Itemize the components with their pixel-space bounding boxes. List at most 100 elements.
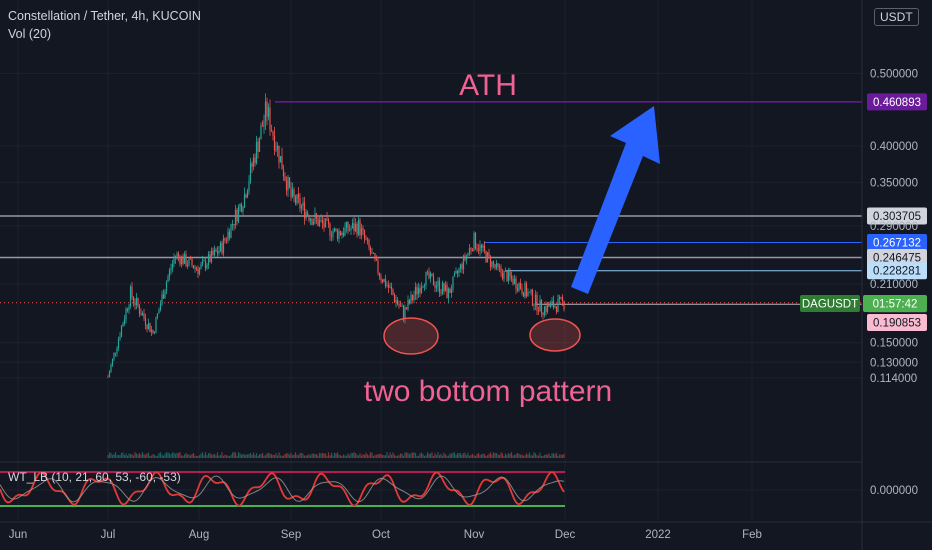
candle-body	[539, 299, 541, 312]
volume-bar	[335, 453, 337, 458]
candle-body	[321, 219, 324, 224]
volume-bar	[315, 453, 318, 458]
volume-bar	[204, 452, 207, 458]
candle-body	[380, 276, 382, 281]
volume-bar	[345, 455, 348, 458]
volume-bar	[537, 455, 540, 458]
volume-bar	[177, 453, 180, 458]
countdown-label: 01:57:42	[873, 299, 918, 311]
candle-body	[183, 254, 186, 264]
candle-body	[411, 294, 414, 301]
candle-body	[170, 268, 172, 271]
candle-body	[188, 258, 190, 266]
candle-body	[128, 306, 130, 311]
volume-bar	[263, 455, 265, 458]
volume-bar	[362, 454, 364, 458]
candle-body	[506, 271, 508, 282]
candle-body	[212, 250, 214, 256]
candle-body	[477, 249, 480, 251]
candle-body	[410, 294, 412, 304]
volume-bar	[203, 455, 205, 458]
candle-body	[375, 259, 378, 261]
volume-bar	[404, 452, 406, 458]
y-tick-label: 0.130000	[870, 357, 918, 369]
candle-body	[320, 219, 322, 221]
candle-body	[210, 250, 213, 263]
candle-body	[345, 221, 348, 228]
candle-body	[162, 294, 165, 299]
volume-bar	[510, 452, 513, 458]
candle-body	[312, 221, 315, 225]
candle-body	[161, 294, 163, 305]
volume-bar	[306, 455, 309, 458]
candle-body	[278, 145, 280, 163]
volume-bar	[288, 454, 291, 458]
candle-body	[509, 271, 511, 277]
candle-body	[402, 306, 405, 319]
volume-bar	[195, 455, 198, 458]
candle-body	[492, 261, 495, 265]
candle-body	[182, 256, 184, 264]
volume-bar	[440, 453, 442, 458]
x-tick-label: Nov	[464, 529, 485, 541]
volume-bar	[200, 453, 202, 458]
volume-bar	[425, 455, 427, 458]
volume-bar	[483, 453, 486, 458]
candle-body	[180, 256, 183, 265]
candle-body	[503, 271, 505, 279]
volume-bar	[210, 454, 213, 458]
candle-body	[245, 194, 247, 198]
candle-body	[510, 276, 513, 279]
volume-bar	[198, 455, 201, 458]
volume-bar	[327, 452, 330, 458]
volume-bar	[300, 452, 303, 458]
volume-bar	[168, 453, 171, 458]
volume-bar	[360, 455, 363, 458]
volume-bar	[251, 454, 253, 458]
volume-bar	[518, 453, 520, 458]
volume-bar	[155, 455, 157, 458]
candle-body	[489, 256, 492, 267]
candle-body	[362, 228, 364, 231]
volume-bar	[560, 454, 562, 458]
candle-body	[191, 258, 193, 266]
volume-bar	[476, 453, 478, 458]
volume-bar	[426, 452, 429, 458]
currency-button[interactable]: USDT	[874, 8, 919, 26]
volume-bar	[488, 453, 490, 458]
volume-bar	[543, 454, 546, 458]
volume-bar	[302, 453, 304, 458]
volume-bar	[138, 453, 141, 458]
candle-body	[480, 245, 483, 248]
volume-bar	[551, 453, 553, 458]
candle-body	[521, 288, 523, 293]
candle-body	[276, 145, 279, 150]
candle-body	[240, 204, 243, 212]
volume-bar	[485, 455, 487, 458]
volume-bar	[498, 455, 501, 458]
candle-body	[353, 222, 355, 232]
volume-bar	[197, 455, 199, 458]
volume-bar	[248, 453, 250, 458]
volume-bar	[308, 454, 310, 458]
volume-bar	[470, 454, 472, 458]
volume-bar	[267, 452, 270, 458]
candle-body	[311, 218, 313, 225]
volume-bar	[146, 453, 148, 458]
volume-bar	[530, 455, 532, 458]
volume-bar	[240, 454, 243, 458]
volume-bar	[398, 455, 400, 458]
volume-bar	[182, 455, 184, 458]
volume-bar	[383, 455, 385, 458]
candle-body	[254, 157, 256, 164]
candle-body	[140, 313, 142, 316]
candle-body	[149, 322, 151, 332]
volume-bar	[332, 455, 334, 458]
candle-body	[209, 254, 211, 263]
candle-body	[384, 279, 387, 286]
candle-body	[185, 254, 187, 266]
volume-bar	[318, 452, 321, 458]
level-label-box	[867, 234, 927, 252]
volume-bar	[486, 455, 489, 458]
